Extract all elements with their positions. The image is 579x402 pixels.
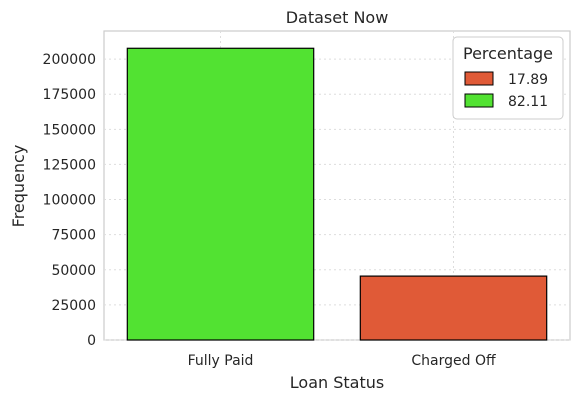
legend-label: 17.89: [508, 72, 548, 88]
legend: Percentage 17.89 82.11: [452, 36, 564, 120]
legend-title: Percentage: [463, 44, 553, 63]
y-tick-label: 200000: [43, 52, 96, 68]
legend-label: 82.11: [508, 94, 548, 110]
bars: [126, 47, 548, 341]
x-tick-label: Charged Off: [411, 353, 496, 369]
x-axis-ticks: Fully Paid Charged Off: [188, 353, 496, 369]
bar-charged-off: [359, 275, 548, 341]
y-tick-label: 100000: [43, 193, 96, 209]
y-tick-label: 175000: [43, 87, 96, 103]
y-axis-label: Frequency: [9, 145, 28, 228]
y-tick-label: 0: [87, 333, 96, 349]
legend-swatch: [464, 71, 494, 86]
y-tick-label: 125000: [43, 157, 96, 173]
chart-title: Dataset Now: [286, 8, 389, 27]
legend-swatch: [464, 93, 494, 108]
x-tick-label: Fully Paid: [188, 353, 254, 369]
x-axis-label: Loan Status: [290, 373, 384, 392]
y-tick-label: 150000: [43, 122, 96, 138]
y-axis-ticks: 0 25000 50000 75000 100000 125000 150000 175000…: [43, 52, 96, 349]
bar-fully-paid: [126, 47, 315, 341]
y-tick-label: 50000: [51, 263, 96, 279]
y-tick-label: 25000: [51, 298, 96, 314]
y-tick-label: 75000: [51, 228, 96, 244]
